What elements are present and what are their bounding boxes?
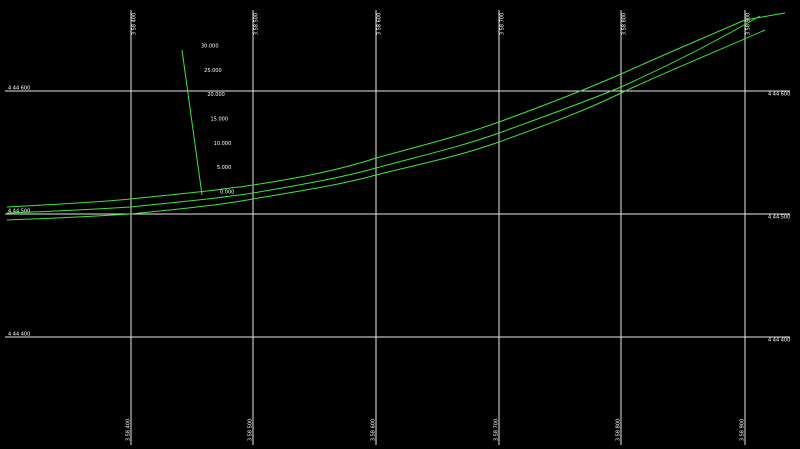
bottom-coordinate-label: 3 58 500 — [248, 419, 254, 441]
grid — [5, 10, 790, 445]
alignment — [6, 12, 786, 221]
top-coordinate-label: 3 58 400 — [132, 13, 138, 35]
station-label: 0.000 — [220, 190, 234, 196]
station-label: 15.000 — [211, 117, 229, 123]
right-coordinate-label: 4 44 600 — [768, 92, 790, 98]
road-edge — [6, 12, 786, 208]
left-coordinate-label: 4 44 400 — [8, 332, 30, 338]
cross-section-line — [181, 49, 203, 196]
left-coordinate-label: 4 44 500 — [8, 209, 30, 215]
road-centerline — [6, 15, 761, 214]
station-label: 20.000 — [207, 92, 225, 98]
road-edge — [6, 29, 766, 221]
bottom-coordinate-label: 3 58 900 — [740, 419, 746, 441]
top-coordinate-label: 3 58 700 — [500, 13, 506, 35]
station-label: 25.000 — [204, 68, 222, 74]
top-coordinate-label: 3 58 600 — [377, 13, 383, 35]
station-label: 10.000 — [214, 141, 232, 147]
top-coordinate-label: 3 58 900 — [746, 13, 752, 35]
top-coordinate-label: 3 58 500 — [254, 13, 260, 35]
left-coordinate-label: 4 44 600 — [8, 86, 30, 92]
bottom-coordinate-label: 3 58 400 — [126, 419, 132, 441]
station-label: 5.000 — [217, 165, 231, 171]
top-coordinate-label: 3 58 800 — [622, 13, 628, 35]
right-coordinate-label: 4 44 500 — [768, 215, 790, 221]
labels: 3 58 400 3 58 500 3 58 600 3 58 700 3 58 800… — [8, 13, 790, 441]
bottom-coordinate-label: 3 58 800 — [616, 419, 622, 441]
right-coordinate-label: 4 44 400 — [768, 338, 790, 344]
station-label: 30.000 — [201, 44, 219, 50]
bottom-coordinate-label: 3 58 700 — [494, 419, 500, 441]
bottom-coordinate-label: 3 58 600 — [371, 419, 377, 441]
